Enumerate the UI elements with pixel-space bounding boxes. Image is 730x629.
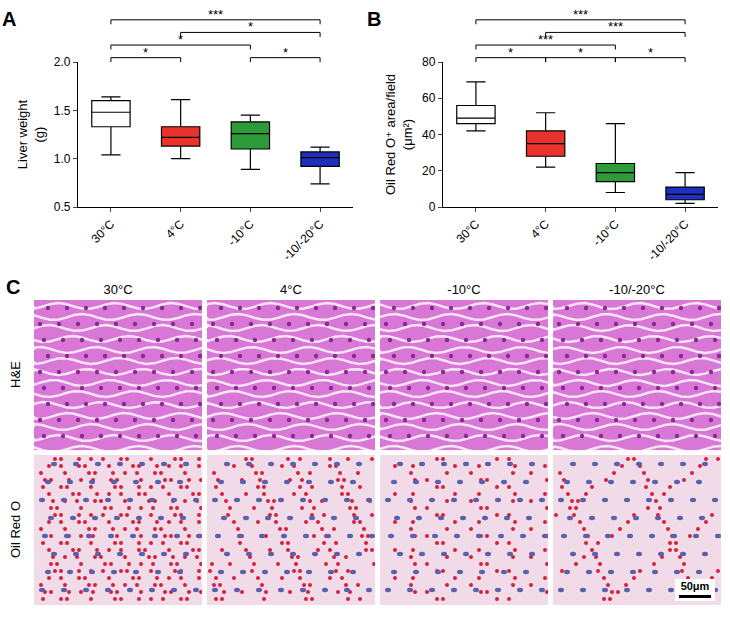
svg-text:1.5: 1.5 (54, 104, 71, 118)
svg-text:***: *** (608, 19, 623, 34)
svg-text:30°C: 30°C (453, 217, 482, 246)
svg-text:Oil Red O⁺ area/field(μm²): Oil Red O⁺ area/field(μm²) (383, 74, 415, 195)
svg-text:B: B (367, 8, 381, 30)
svg-text:0.5: 0.5 (54, 200, 71, 214)
svg-text:*: * (248, 19, 253, 34)
svg-text:***: *** (538, 32, 553, 47)
svg-text:*: * (578, 45, 583, 60)
svg-text:-10/-20°C: -10/-20°C (645, 217, 692, 264)
svg-text:30°C: 30°C (88, 217, 117, 246)
svg-text:*: * (508, 45, 513, 60)
html-text:-10°C: -10°C (447, 282, 481, 297)
html-text:30°C: 30°C (103, 282, 133, 297)
svg-text:*: * (178, 32, 183, 47)
svg-text:-10°C: -10°C (225, 217, 257, 249)
svg-text:Liver weight(g): Liver weight(g) (15, 99, 47, 169)
svg-text:50μm: 50μm (681, 580, 710, 592)
html-text:C: C (6, 276, 21, 298)
svg-text:*: * (283, 45, 288, 60)
html-text:-10/-20°C: -10/-20°C (609, 282, 665, 297)
svg-text:40: 40 (422, 128, 436, 142)
html-text:H&E: H&E (7, 361, 23, 388)
svg-text:A: A (2, 8, 16, 30)
svg-text:1.0: 1.0 (54, 152, 71, 166)
svg-text:-10°C: -10°C (590, 217, 622, 249)
html-text:Oil Red O: Oil Red O (7, 501, 23, 558)
svg-text:60: 60 (422, 91, 436, 105)
svg-text:4°C: 4°C (528, 217, 552, 241)
svg-text:0: 0 (429, 200, 436, 214)
svg-text:2.0: 2.0 (54, 55, 71, 69)
svg-text:20: 20 (422, 164, 436, 178)
svg-text:***: *** (208, 7, 223, 22)
svg-text:4°C: 4°C (163, 217, 187, 241)
svg-text:*: * (143, 45, 148, 60)
svg-text:***: *** (573, 7, 588, 22)
html-text:4°C: 4°C (280, 282, 302, 297)
svg-text:-10/-20°C: -10/-20°C (280, 217, 327, 264)
svg-text:80: 80 (422, 55, 436, 69)
svg-text:*: * (648, 45, 653, 60)
